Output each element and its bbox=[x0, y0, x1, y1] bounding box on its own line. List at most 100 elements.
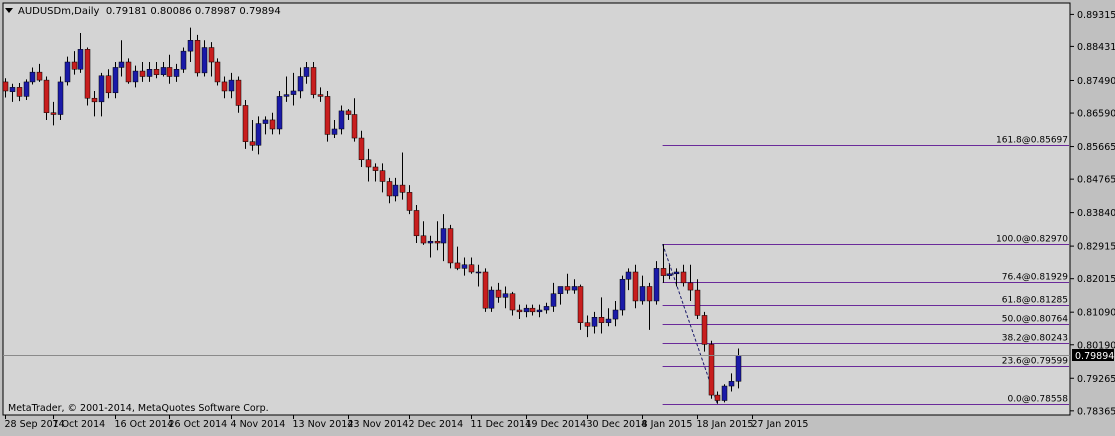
candle bbox=[379, 163, 386, 193]
candle-body bbox=[379, 170, 386, 182]
candle-body bbox=[434, 240, 441, 244]
candle-body bbox=[482, 271, 489, 309]
candle bbox=[454, 246, 461, 271]
candle-body bbox=[132, 70, 139, 83]
candle-body bbox=[666, 273, 673, 276]
candle bbox=[646, 282, 653, 330]
candle-body bbox=[146, 69, 153, 77]
dropdown-arrow-icon[interactable] bbox=[5, 8, 13, 13]
candle-body bbox=[297, 76, 304, 92]
candle-body bbox=[571, 286, 578, 291]
time-tick-label: 28 Sep 2014 bbox=[5, 419, 65, 430]
candle-body bbox=[283, 94, 290, 97]
time-tick-label: 8 Jan 2015 bbox=[642, 419, 693, 430]
candle bbox=[160, 62, 167, 77]
time-tick-label: 18 Jan 2015 bbox=[697, 419, 754, 430]
candle-body bbox=[160, 67, 167, 75]
fib-level-label: 50.0@0.80764 bbox=[1002, 315, 1069, 325]
candle-body bbox=[29, 71, 36, 83]
candle-body bbox=[77, 49, 84, 70]
fib-level-label: 161.8@0.85697 bbox=[996, 136, 1068, 146]
candle bbox=[276, 90, 283, 135]
candle bbox=[440, 214, 447, 262]
candle-body bbox=[262, 119, 269, 124]
candle-body bbox=[358, 137, 365, 161]
candle bbox=[488, 286, 495, 312]
candle-body bbox=[187, 40, 194, 52]
candle bbox=[187, 27, 194, 63]
candle-body bbox=[468, 264, 475, 273]
candle bbox=[228, 72, 235, 99]
candle bbox=[36, 63, 43, 82]
candle-body bbox=[721, 385, 728, 401]
candle bbox=[482, 268, 489, 312]
candle-body bbox=[523, 307, 530, 313]
candle-body bbox=[577, 286, 584, 323]
price-axis[interactable]: 0.89315 0.88431 0.87490 0.86590 0.85665 0.847… bbox=[3, 10, 1115, 417]
time-tick-label: 2 Dec 2014 bbox=[409, 419, 464, 430]
plot-area[interactable] bbox=[2, 2, 1071, 416]
candle bbox=[214, 58, 221, 86]
candle bbox=[468, 257, 475, 274]
fib-level-label: 23.6@0.79599 bbox=[1002, 357, 1069, 367]
candle-body bbox=[324, 96, 331, 135]
price-tick-label: 0.78365 bbox=[1077, 406, 1115, 417]
candles bbox=[2, 27, 742, 404]
candle-body bbox=[386, 181, 393, 197]
price-tick-label: 0.79265 bbox=[1077, 374, 1115, 385]
candle-body bbox=[57, 81, 64, 115]
candle-body bbox=[454, 262, 461, 269]
candle-body bbox=[516, 309, 523, 313]
fib-level-label: 61.8@0.81285 bbox=[1002, 296, 1068, 306]
candle bbox=[98, 72, 105, 117]
candle bbox=[57, 76, 64, 120]
candle bbox=[173, 63, 180, 82]
candle-body bbox=[208, 47, 215, 63]
price-tick-label: 0.88431 bbox=[1077, 42, 1115, 53]
candle bbox=[639, 275, 646, 305]
candle-body bbox=[64, 61, 71, 83]
candle-body bbox=[475, 271, 482, 274]
candle-body bbox=[221, 81, 228, 92]
price-tick-label: 0.87490 bbox=[1077, 76, 1115, 87]
candle-body bbox=[276, 96, 283, 130]
candle bbox=[331, 119, 338, 139]
candle-body bbox=[98, 75, 105, 103]
candle bbox=[242, 100, 249, 149]
candle-body bbox=[365, 159, 372, 168]
candle-body bbox=[639, 286, 646, 302]
candle bbox=[365, 148, 372, 182]
candle bbox=[297, 67, 304, 99]
candle-body bbox=[255, 123, 262, 146]
candle bbox=[132, 65, 139, 88]
fib-trend-line bbox=[662, 243, 718, 405]
candle-body bbox=[290, 90, 297, 95]
candle-body bbox=[646, 286, 653, 302]
candle bbox=[605, 308, 612, 327]
candle-body bbox=[173, 69, 180, 77]
time-tick-label: 30 Dec 2014 bbox=[587, 419, 648, 430]
candle-body bbox=[338, 110, 345, 130]
time-tick-label: 11 Dec 2014 bbox=[471, 419, 532, 430]
candle-body bbox=[180, 50, 187, 70]
candle-body bbox=[194, 40, 201, 74]
candle bbox=[303, 62, 310, 84]
candle bbox=[290, 72, 297, 106]
candle-body bbox=[153, 69, 160, 75]
price-tick-label: 0.82015 bbox=[1077, 274, 1115, 285]
candle-body bbox=[392, 184, 399, 197]
candle bbox=[632, 264, 639, 309]
price-tick-label: 0.86590 bbox=[1077, 109, 1115, 120]
candle-body bbox=[242, 105, 249, 142]
candle-body bbox=[420, 235, 427, 244]
fibonacci-levels[interactable]: 161.8@0.85697 100.0@0.82970 76.4@0.81929 61… bbox=[662, 136, 1069, 405]
candle-body bbox=[50, 112, 57, 115]
price-tick-label: 0.89315 bbox=[1077, 10, 1115, 21]
candle bbox=[728, 373, 735, 392]
candle-body bbox=[406, 192, 413, 211]
candle bbox=[509, 291, 516, 316]
candle-body bbox=[269, 119, 276, 130]
